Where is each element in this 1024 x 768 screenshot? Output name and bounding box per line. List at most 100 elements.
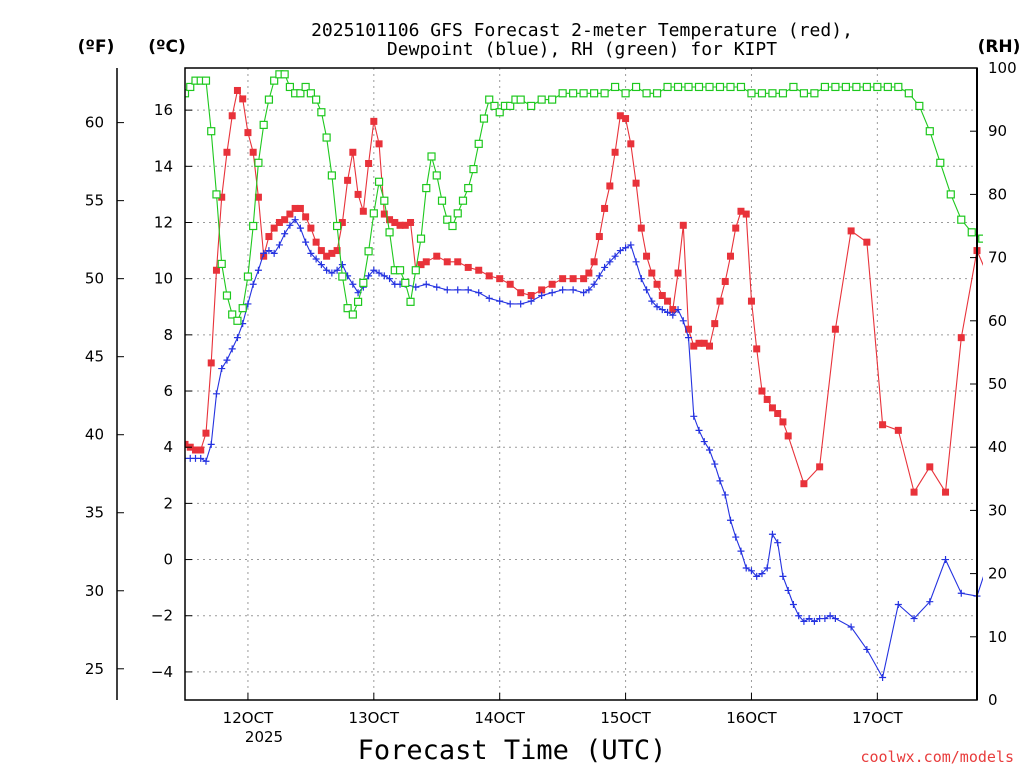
- temperature-point-19: [281, 216, 289, 224]
- temperature-point-50: [464, 263, 472, 271]
- temperature-point-94: [753, 345, 761, 353]
- dewpoint-point-17: [270, 249, 278, 257]
- temperature-point-13: [249, 148, 257, 156]
- rh-unit-label: (RH): [978, 37, 1021, 57]
- dewpoint-point-38: [380, 272, 388, 280]
- temperature-point-111: [957, 334, 965, 342]
- temperature-point-60: [569, 275, 577, 283]
- rh-point-26: [317, 108, 326, 117]
- rh-point-32: [348, 310, 357, 319]
- dewpoint-point-27: [323, 266, 331, 274]
- dewpoint-point-73: [653, 303, 661, 311]
- rh-point-14: [254, 158, 263, 167]
- rh-tick-label-3: 30: [988, 501, 1007, 519]
- temperature-point-20: [286, 210, 294, 218]
- rh-point-10: [233, 316, 242, 325]
- temperature-point-62: [585, 269, 593, 277]
- rh-point-27: [322, 133, 331, 142]
- rh-point-34: [359, 278, 368, 287]
- dewpoint-point-24: [307, 249, 315, 257]
- rh-point-57: [479, 114, 489, 123]
- temperature-point-27: [323, 252, 331, 260]
- rh-point-13: [249, 221, 258, 231]
- temperature-point-46: [422, 258, 430, 266]
- dewpoint-point-48: [464, 286, 472, 294]
- temperature-point-87: [716, 297, 724, 305]
- rh-point-82: [705, 82, 714, 92]
- dewpoint-point-5: [207, 440, 215, 448]
- rh-point-103: [925, 127, 934, 136]
- c-tick-label-4: 4: [163, 438, 173, 456]
- dewpoint-point-25: [312, 255, 320, 263]
- temperature-point-80: [679, 221, 687, 229]
- temperature-point-55: [517, 289, 525, 297]
- x-tick-label-4: 16OCT: [726, 709, 777, 727]
- temperature-point-102: [816, 463, 824, 471]
- dewpoint-point-80: [690, 412, 698, 420]
- temperature-point-24: [307, 224, 315, 232]
- fahrenheit-unit-label: (ºF): [78, 37, 115, 57]
- rh-point-50: [443, 215, 452, 224]
- dewpoint-point-99: [789, 600, 797, 608]
- dewpoint-point-100: [795, 612, 803, 620]
- dewpoint-point-78: [679, 317, 687, 325]
- rh-point-106: [957, 215, 966, 224]
- rh-point-79: [673, 82, 683, 92]
- temperature-point-32: [349, 148, 357, 156]
- dewpoint-point-95: [768, 530, 776, 538]
- temperature-point-42: [401, 221, 409, 229]
- temperature-point-21: [291, 204, 299, 212]
- rh-point-96: [852, 82, 861, 92]
- rh-point-46: [422, 183, 431, 193]
- rh-point-45: [416, 234, 426, 243]
- temperature-point-61: [580, 275, 588, 283]
- dewpoint-point-29: [333, 266, 341, 274]
- temperature-point-38: [380, 210, 388, 218]
- dewpoint-point-58: [569, 286, 577, 294]
- dewpoint-point-75: [664, 308, 672, 316]
- dewpoint-point-52: [506, 300, 514, 308]
- rh-point-16: [264, 95, 274, 104]
- rh-point-25: [312, 95, 321, 104]
- rh-tick-label-4: 40: [988, 438, 1007, 456]
- rh-point-52: [453, 209, 462, 218]
- rh-point-76: [642, 89, 651, 98]
- temperature-point-72: [637, 224, 645, 232]
- credit-label: coolwx.com/models: [860, 748, 1014, 766]
- f-tick-label-2: 35: [85, 504, 104, 522]
- temperature-point-17: [270, 224, 278, 232]
- rh-point-31: [343, 304, 352, 313]
- rh-tick-label-5: 50: [988, 375, 1007, 393]
- dewpoint-point-12: [244, 300, 252, 308]
- temperature-point-83: [695, 339, 703, 347]
- rh-point-81: [694, 82, 704, 92]
- rh-point-7: [217, 259, 226, 269]
- dewpoint-point-39: [386, 275, 394, 283]
- temperature-point-33: [354, 190, 362, 198]
- temperature-point-26: [317, 247, 325, 255]
- temperature-point-14: [254, 193, 262, 201]
- temperature-point-30: [338, 218, 346, 226]
- temperature-point-73: [643, 252, 651, 260]
- temperature-point-68: [616, 112, 624, 120]
- dewpoint-point-103: [810, 617, 818, 625]
- dewpoint-point-112: [910, 615, 918, 623]
- rh-point-39: [385, 228, 394, 237]
- temperature-point-12: [244, 129, 252, 137]
- f-tick-label-3: 40: [85, 426, 104, 444]
- temperature-point-7: [218, 193, 226, 201]
- dewpoint-point-21: [291, 216, 299, 224]
- dewpoint-point-94: [763, 564, 771, 572]
- dewpoint-point-37: [375, 269, 383, 277]
- temperature-point-103: [831, 325, 839, 333]
- rh-point-91: [799, 89, 809, 98]
- rh-point-105: [946, 190, 955, 199]
- dewpoint-point-79: [685, 334, 693, 342]
- dewpoint-point-47: [454, 286, 462, 294]
- rh-point-66: [537, 95, 546, 104]
- rh-tick-label-0: 0: [988, 691, 998, 709]
- c-tick-label-8: 12: [154, 213, 173, 231]
- dewpoint-point-49: [475, 289, 483, 297]
- rh-point-93: [820, 82, 829, 92]
